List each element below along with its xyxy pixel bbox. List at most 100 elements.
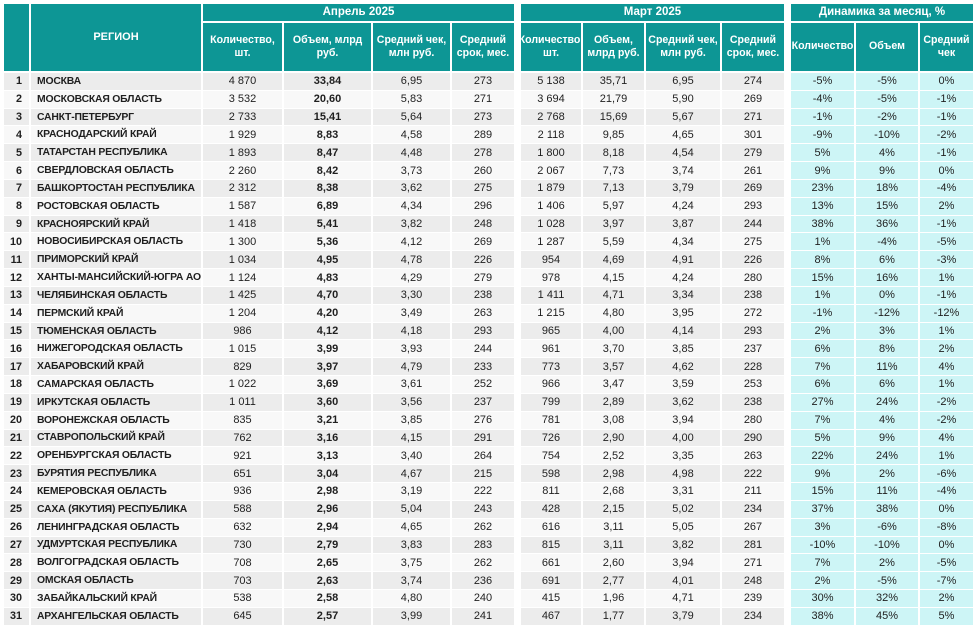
cell-april-count: 708 xyxy=(203,554,284,573)
cell-dyn-avg-check: -5% xyxy=(920,554,975,573)
cell-dyn-volume: 32% xyxy=(856,590,920,608)
cell-april-count: 1 124 xyxy=(203,269,284,287)
cell-dyn-volume: 45% xyxy=(856,607,920,626)
group-gap xyxy=(786,233,791,252)
cell-dyn-count: 15% xyxy=(791,269,856,287)
cell-dyn-avg-check: -8% xyxy=(920,518,975,537)
cell-april-avg-term: 278 xyxy=(452,144,516,163)
cell-march-avg-check: 3,34 xyxy=(646,286,722,305)
cell-dyn-count: 37% xyxy=(791,500,856,519)
group-gap xyxy=(516,411,521,430)
cell-dyn-avg-check: 1% xyxy=(920,269,975,287)
cell-march-avg-check: 5,05 xyxy=(646,518,722,537)
cell-april-avg-term: 283 xyxy=(452,536,516,555)
row-number: 4 xyxy=(4,126,31,145)
cell-dyn-count: 2% xyxy=(791,322,856,341)
cell-dyn-volume: 9% xyxy=(856,162,920,180)
cell-dyn-count: -5% xyxy=(791,73,856,91)
cell-dyn-count: 6% xyxy=(791,376,856,394)
cell-dyn-avg-check: -1% xyxy=(920,286,975,305)
cell-april-avg-term: 275 xyxy=(452,179,516,198)
cell-dyn-volume: -2% xyxy=(856,108,920,127)
cell-april-volume: 2,63 xyxy=(284,572,373,591)
cell-dyn-avg-check: -2% xyxy=(920,393,975,412)
cell-march-count: 616 xyxy=(521,518,583,537)
cell-april-volume: 2,57 xyxy=(284,607,373,626)
cell-dyn-avg-check: 0% xyxy=(920,536,975,555)
cell-april-count: 829 xyxy=(203,358,284,377)
group-gap xyxy=(516,340,521,359)
cell-march-avg-term: 271 xyxy=(722,108,786,127)
group-gap xyxy=(516,197,521,216)
cell-dyn-volume: 4% xyxy=(856,144,920,163)
cell-april-volume: 15,41 xyxy=(284,108,373,127)
cell-march-avg-term: 239 xyxy=(722,590,786,608)
cell-march-volume: 9,85 xyxy=(583,126,646,145)
group-gap xyxy=(786,215,791,234)
cell-march-volume: 8,18 xyxy=(583,144,646,163)
cell-dyn-volume: 18% xyxy=(856,179,920,198)
group-gap xyxy=(516,554,521,573)
cell-april-avg-term: 215 xyxy=(452,465,516,484)
group-gap xyxy=(786,340,791,359)
cell-dyn-avg-check: -6% xyxy=(920,465,975,484)
cell-dyn-volume: 38% xyxy=(856,500,920,519)
group-gap xyxy=(516,447,521,466)
cell-dyn-volume: 3% xyxy=(856,322,920,341)
cell-march-avg-check: 4,24 xyxy=(646,197,722,216)
cell-march-avg-check: 3,85 xyxy=(646,340,722,359)
cell-april-count: 4 870 xyxy=(203,73,284,91)
cell-dyn-avg-check: -7% xyxy=(920,572,975,591)
cell-march-volume: 4,80 xyxy=(583,304,646,323)
cell-dyn-count: -9% xyxy=(791,126,856,145)
col-header-dyn-avg-check: Средний чек xyxy=(920,23,975,73)
cell-march-avg-term: 234 xyxy=(722,607,786,626)
cell-march-count: 966 xyxy=(521,376,583,394)
cell-april-avg-check: 4,79 xyxy=(373,358,452,377)
cell-dyn-avg-check: -1% xyxy=(920,108,975,127)
cell-march-avg-term: 301 xyxy=(722,126,786,145)
cell-april-count: 1 929 xyxy=(203,126,284,145)
cell-march-avg-check: 4,71 xyxy=(646,590,722,608)
cell-april-avg-check: 5,64 xyxy=(373,108,452,127)
cell-april-avg-check: 3,74 xyxy=(373,572,452,591)
cell-march-volume: 3,11 xyxy=(583,536,646,555)
group-gap xyxy=(516,518,521,537)
group-gap xyxy=(516,536,521,555)
cell-dyn-count: 38% xyxy=(791,607,856,626)
cell-dyn-avg-check: -3% xyxy=(920,251,975,270)
cell-dyn-avg-check: 0% xyxy=(920,500,975,519)
cell-april-volume: 2,96 xyxy=(284,500,373,519)
cell-dyn-count: -1% xyxy=(791,304,856,323)
cell-dyn-avg-check: 0% xyxy=(920,162,975,180)
cell-april-count: 3 532 xyxy=(203,90,284,109)
cell-march-count: 773 xyxy=(521,358,583,377)
group-gap xyxy=(786,73,791,91)
cell-march-count: 781 xyxy=(521,411,583,430)
group-gap xyxy=(516,126,521,145)
group-gap xyxy=(786,465,791,484)
group-gap xyxy=(516,73,521,91)
cell-april-volume: 4,20 xyxy=(284,304,373,323)
cell-march-avg-check: 3,62 xyxy=(646,393,722,412)
cell-april-avg-check: 5,83 xyxy=(373,90,452,109)
cell-dyn-volume: 36% xyxy=(856,215,920,234)
cell-april-avg-term: 276 xyxy=(452,411,516,430)
row-number: 23 xyxy=(4,465,31,484)
region-name: ЧЕЛЯБИНСКАЯ ОБЛАСТЬ xyxy=(31,286,203,305)
cell-march-avg-check: 3,79 xyxy=(646,179,722,198)
cell-march-count: 815 xyxy=(521,536,583,555)
cell-march-count: 1 287 xyxy=(521,233,583,252)
row-number: 25 xyxy=(4,500,31,519)
cell-march-avg-check: 5,90 xyxy=(646,90,722,109)
region-name: ТАТАРСТАН РЕСПУБЛИКА xyxy=(31,144,203,163)
cell-april-avg-term: 252 xyxy=(452,376,516,394)
cell-march-volume: 3,97 xyxy=(583,215,646,234)
row-number: 10 xyxy=(4,233,31,252)
cell-april-count: 2 733 xyxy=(203,108,284,127)
cell-april-avg-check: 4,48 xyxy=(373,144,452,163)
cell-dyn-count: 9% xyxy=(791,162,856,180)
cell-april-volume: 3,97 xyxy=(284,358,373,377)
cell-april-avg-check: 4,67 xyxy=(373,465,452,484)
group-gap xyxy=(786,536,791,555)
